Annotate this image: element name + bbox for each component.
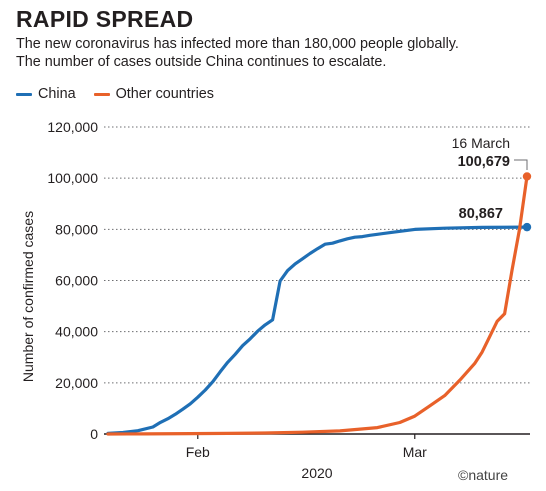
china-end-point	[522, 222, 532, 232]
series-line-china	[106, 225, 529, 435]
subtitle-line-1: The new coronavirus has infected more th…	[16, 36, 459, 52]
legend-item-china: China	[16, 86, 76, 102]
other-end-point	[522, 172, 532, 181]
annotation-leader	[514, 159, 528, 170]
y-tick-label: 20,000	[55, 375, 98, 391]
y-tick-label: 0	[90, 426, 98, 442]
y-axis-label: Number of confirmed cases	[20, 211, 36, 382]
annotation-date: 16 March	[452, 135, 510, 151]
y-tick-label: 120,000	[47, 119, 98, 135]
annotation-other-value: 100,679	[458, 154, 510, 170]
legend-label-china: China	[38, 86, 76, 102]
annotation-china-value: 80,867	[459, 206, 503, 222]
chart-legend: China Other countries	[16, 86, 214, 102]
x-tick-label: Mar	[403, 444, 427, 460]
legend-swatch-other	[93, 92, 110, 96]
chart-title: RAPID SPREAD	[16, 6, 194, 32]
y-tick-label: 80,000	[55, 221, 98, 237]
x-axis-label: 2020	[301, 465, 332, 481]
legend-item-other: Other countries	[93, 86, 214, 102]
series-line-other	[106, 174, 529, 436]
legend-label-other: Other countries	[115, 86, 214, 102]
y-tick-label: 40,000	[55, 324, 98, 340]
chart-subtitle: The new coronavirus has infected more th…	[16, 35, 536, 71]
nature-credit: ©nature	[458, 467, 509, 483]
subtitle-line-2: The number of cases outside China contin…	[16, 54, 387, 70]
y-tick-label: 100,000	[47, 170, 98, 186]
y-tick-label: 60,000	[55, 273, 98, 289]
x-tick-label: Feb	[186, 444, 210, 460]
legend-swatch-china	[16, 92, 32, 96]
